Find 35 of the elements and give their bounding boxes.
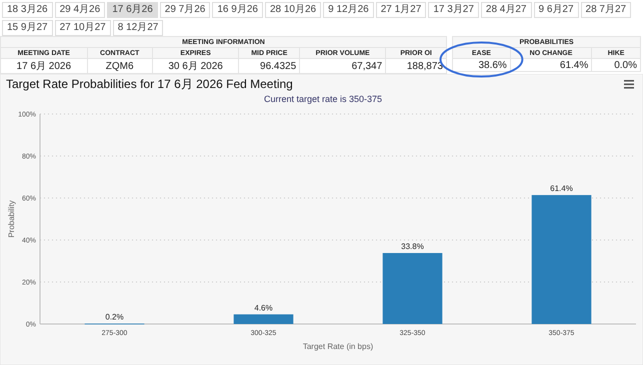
data-label: 33.8% [401, 242, 424, 252]
text: 9 12月26 [323, 2, 374, 18]
text: 28 10月26 [264, 2, 322, 18]
bar [234, 314, 294, 324]
text: 16 9月26 [212, 2, 263, 18]
chart-title: Target Rate Probabilities for 17 6月 2026 Fed Meeting [6, 77, 293, 91]
text: 17 6月26 [107, 2, 158, 18]
data-label: 61.4% [550, 184, 573, 194]
text: 29 7月26 [160, 2, 210, 18]
text: 96.4325 [238, 58, 300, 74]
text: 61.4% [510, 58, 592, 72]
text: 29 4月26 [54, 2, 106, 18]
text: 18 3月26 [2, 2, 53, 18]
y-axis-title: Probability [7, 200, 16, 238]
text: 17 3月27 [428, 2, 479, 18]
text: 27 1月27 [376, 2, 426, 18]
text: 9 6月27 [534, 2, 579, 18]
chart-subtitle: Current target rate is 350-375 [264, 94, 382, 104]
text: 28 4月27 [480, 2, 532, 18]
text: 188,873 [386, 58, 446, 74]
text: 67,347 [300, 58, 386, 74]
data-label: 4.6% [254, 303, 273, 312]
text: 28 7月27 [580, 2, 632, 18]
text: 30 6月 2026 [152, 58, 239, 74]
x-axis-title: Target Rate (in bps) [302, 342, 374, 351]
text: ZQM6 [87, 58, 152, 74]
bar [532, 195, 592, 324]
text: 0.0% [592, 58, 640, 72]
text: 8 12月27 [112, 20, 164, 36]
bar [382, 253, 442, 324]
text: 17 6月 2026 [0, 58, 88, 74]
text: 38.6% [452, 58, 510, 72]
data-label: 0.2% [105, 312, 124, 322]
text: 27 10月27 [54, 20, 111, 36]
text: 15 9月27 [2, 20, 53, 36]
